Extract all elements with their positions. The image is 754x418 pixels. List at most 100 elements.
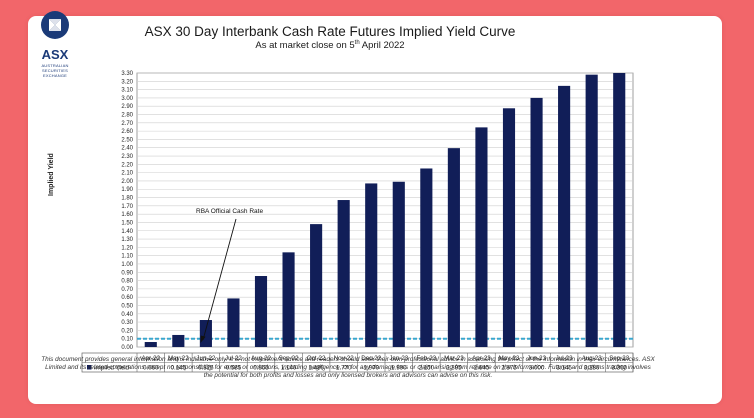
bar bbox=[172, 334, 185, 347]
bar bbox=[254, 276, 268, 347]
y-tick-label: 2.80 bbox=[121, 113, 133, 119]
logo-subtext: AUSTRALIAN SECURITIES EXCHANGE bbox=[41, 63, 69, 78]
y-tick-label: 1.10 bbox=[121, 254, 133, 260]
data-label: 0.585 bbox=[226, 365, 242, 372]
data-label: 3.300 bbox=[611, 365, 627, 372]
x-tick-label: Dec-22 bbox=[361, 355, 382, 362]
data-label: 1.990 bbox=[391, 365, 407, 372]
y-tick-label: 0.70 bbox=[121, 287, 133, 293]
x-tick-label: Oct-22 bbox=[307, 355, 326, 362]
bar bbox=[530, 97, 543, 347]
data-label: 1.970 bbox=[363, 365, 379, 372]
y-tick-label: 2.40 bbox=[121, 146, 133, 152]
y-tick-label: 1.70 bbox=[121, 204, 133, 210]
bar bbox=[613, 73, 626, 347]
bar bbox=[558, 85, 571, 348]
y-tick-label: 0.10 bbox=[121, 337, 133, 343]
x-tick-label: Nov-22 bbox=[334, 355, 355, 362]
bar bbox=[199, 320, 212, 347]
x-tick-label: Aug-23 bbox=[582, 355, 603, 362]
y-tick-label: 1.60 bbox=[121, 212, 133, 218]
bar bbox=[392, 181, 405, 347]
data-label: 0.060 bbox=[143, 365, 159, 372]
bar bbox=[420, 168, 433, 347]
subtitle-suffix: April 2022 bbox=[359, 40, 405, 52]
bar bbox=[475, 127, 488, 347]
x-tick-label: May-23 bbox=[499, 355, 520, 362]
y-tick-label: 2.70 bbox=[121, 121, 133, 127]
x-tick-label: Jun-22 bbox=[196, 355, 215, 362]
y-tick-label: 1.80 bbox=[121, 196, 133, 202]
bar bbox=[447, 148, 460, 347]
legend-swatch bbox=[87, 365, 92, 370]
y-tick-label: 1.90 bbox=[121, 187, 133, 193]
y-tick-label: 0.90 bbox=[121, 270, 133, 276]
y-tick-label: 0.00 bbox=[121, 345, 133, 351]
y-tick-label: 1.00 bbox=[121, 262, 133, 268]
chart-subtitle: As at market close on 5th April 2022 bbox=[130, 40, 530, 51]
legend-label: Implied Yield bbox=[94, 365, 130, 372]
data-label: 0.145 bbox=[171, 365, 187, 372]
bar bbox=[502, 108, 516, 348]
y-tick-label: 2.60 bbox=[121, 129, 133, 135]
y-tick-label: 1.50 bbox=[121, 220, 133, 226]
x-tick-label: Mar-23 bbox=[444, 355, 464, 362]
data-label: 3.145 bbox=[556, 365, 572, 372]
x-tick-label: Sep-23 bbox=[609, 355, 630, 362]
x-tick-label: Apr-22 bbox=[141, 355, 160, 362]
y-tick-label: 2.30 bbox=[121, 154, 133, 160]
subtitle-superscript: th bbox=[354, 40, 360, 46]
x-tick-label: Aug-22 bbox=[251, 355, 272, 362]
data-label: 2.395 bbox=[446, 365, 462, 372]
bar bbox=[227, 298, 240, 347]
asx-logo-icon bbox=[41, 11, 69, 39]
y-tick-label: 0.80 bbox=[121, 279, 133, 285]
data-label: 3.000 bbox=[529, 365, 545, 372]
data-label: 0.855 bbox=[253, 365, 269, 372]
chart-title: ASX 30 Day Interbank Cash Rate Futures I… bbox=[144, 24, 516, 39]
y-tick-label: 3.30 bbox=[121, 71, 133, 77]
x-tick-label: May-22 bbox=[168, 355, 189, 362]
y-tick-label: 3.10 bbox=[121, 88, 133, 94]
annotation-arrowhead bbox=[200, 335, 206, 343]
data-label: 1.140 bbox=[281, 365, 297, 372]
data-label: 1.480 bbox=[308, 365, 324, 372]
x-tick-label: Jul-22 bbox=[225, 355, 242, 362]
data-label: 0.325 bbox=[198, 365, 214, 372]
x-tick-label: Apr-23 bbox=[472, 355, 491, 362]
y-tick-label: 2.10 bbox=[121, 171, 133, 177]
y-tick-label: 0.40 bbox=[121, 312, 133, 318]
logo-text: ASX bbox=[41, 47, 69, 62]
y-tick-label: 3.00 bbox=[121, 96, 133, 102]
y-tick-label: 2.90 bbox=[121, 104, 133, 110]
y-tick-label: 1.20 bbox=[121, 245, 133, 251]
data-label: 1.770 bbox=[336, 365, 352, 372]
annotation-text: RBA Official Cash Rate bbox=[196, 208, 263, 215]
annotation-arrow-line bbox=[202, 218, 237, 341]
subtitle-prefix: As at market close on 5 bbox=[255, 40, 355, 52]
y-tick-label: 3.20 bbox=[121, 79, 133, 85]
bar bbox=[144, 342, 157, 347]
y-tick-label: 1.30 bbox=[121, 237, 133, 243]
data-label: 2.645 bbox=[474, 365, 490, 372]
asx-logo: ASX AUSTRALIAN SECURITIES EXCHANGE bbox=[34, 10, 76, 78]
bar bbox=[282, 252, 295, 347]
disclaimer-text: This document provides general informati… bbox=[41, 356, 655, 379]
x-tick-label: Jul-23 bbox=[556, 355, 573, 362]
data-label: 2.875 bbox=[501, 365, 517, 372]
bar bbox=[365, 183, 378, 347]
data-label: 3.280 bbox=[584, 365, 600, 372]
y-tick-label: 1.40 bbox=[121, 229, 133, 235]
y-tick-label: 2.00 bbox=[121, 179, 133, 185]
data-label: 2.150 bbox=[419, 365, 435, 372]
x-tick-label: Jun-23 bbox=[527, 355, 546, 362]
x-tick-label: Jan-23 bbox=[389, 355, 408, 362]
x-tick-label: Feb-23 bbox=[417, 355, 437, 362]
y-tick-label: 0.30 bbox=[121, 320, 133, 326]
x-tick-label: Sep-22 bbox=[279, 355, 300, 362]
y-tick-label: 0.20 bbox=[121, 328, 133, 334]
y-tick-label: 0.60 bbox=[121, 295, 133, 301]
bar bbox=[585, 74, 598, 347]
plot-area bbox=[136, 72, 634, 348]
